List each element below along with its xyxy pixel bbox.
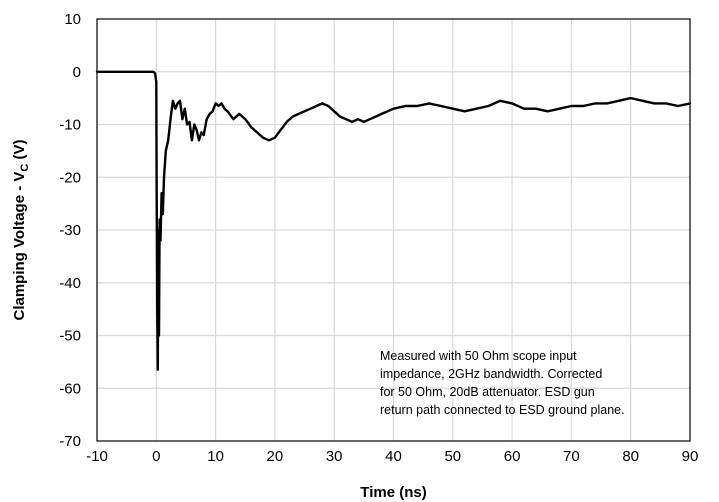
x-tick-label: 40 [385, 448, 402, 465]
y-tick-label: 10 [64, 11, 81, 28]
x-tick-label: 80 [622, 448, 639, 465]
note-line: Measured with 50 Ohm scope input [380, 349, 577, 363]
x-tick-label: 30 [326, 448, 343, 465]
x-tick-label: 20 [267, 448, 284, 465]
x-tick-label: 90 [682, 448, 699, 465]
x-tick-label: 10 [207, 448, 224, 465]
x-tick-label: 50 [444, 448, 461, 465]
x-axis-title: Time (ns) [360, 484, 426, 501]
y-axis-title-subscript: C [19, 164, 31, 172]
y-tick-label: -40 [59, 275, 81, 292]
y-axis-title-main: Clamping Voltage - V [11, 172, 28, 321]
y-tick-label: -10 [59, 117, 81, 134]
x-tick-label: 60 [504, 448, 521, 465]
y-axis-title: Clamping Voltage - VC (V) [11, 139, 31, 320]
note-line: impedance, 2GHz bandwidth. Corrected [380, 367, 603, 381]
note-line: for 50 Ohm, 20dB attenuator. ESD gun [380, 385, 595, 399]
y-tick-label: -60 [59, 380, 81, 397]
x-tick-label: 70 [563, 448, 580, 465]
x-tick-label: -10 [86, 448, 108, 465]
y-tick-label: -30 [59, 222, 81, 239]
grid [97, 19, 690, 441]
measurement-note: Measured with 50 Ohm scope input impedan… [380, 347, 680, 419]
y-tick-label: -70 [59, 433, 81, 450]
y-tick-label: 0 [73, 64, 81, 81]
y-tick-label: -50 [59, 328, 81, 345]
note-line: return path connected to ESD ground plan… [380, 403, 625, 417]
y-tick-label: -20 [59, 169, 81, 186]
series-line [95, 70, 692, 371]
y-axis-ticks: 10 0 -10 -20 -30 -40 -50 -60 -70 [59, 11, 81, 450]
plot-area-border [96, 18, 691, 442]
y-axis-title-unit: (V) [11, 139, 28, 163]
x-axis-ticks: -10 0 10 20 30 40 50 60 70 80 90 [86, 448, 698, 465]
x-tick-label: 0 [152, 448, 160, 465]
